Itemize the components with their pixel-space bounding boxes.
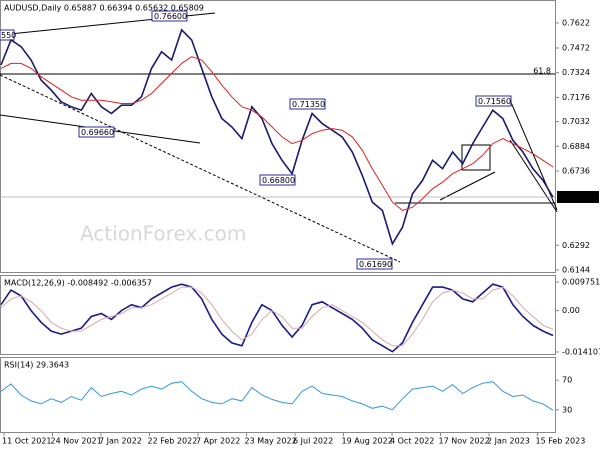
level-label: 0.76600	[154, 12, 187, 21]
y-tick-label: 0.7622	[562, 18, 590, 27]
x-tick-label: 23 May 2022	[245, 437, 297, 446]
channel-line	[509, 139, 558, 213]
y-tick-label: 0.6292	[562, 241, 590, 250]
watermark: ActionForex.com	[80, 222, 246, 246]
series-line	[0, 286, 554, 347]
rsi-panel	[0, 357, 556, 433]
x-tick-label: 17 Nov 2022	[439, 437, 490, 446]
label-box	[356, 258, 393, 270]
y-tick-label: 0.7324	[562, 68, 590, 77]
y-tick-label: 70	[562, 376, 572, 385]
x-tick-label: 7 Apr 2022	[196, 437, 240, 446]
y-tick-label: 0.6884	[562, 142, 590, 151]
x-tick-label: 11 Oct 2021	[2, 437, 51, 446]
fibo-label: 61.8	[533, 67, 551, 76]
series-line	[0, 28, 554, 246]
series-line	[0, 56, 554, 212]
y-tick-label: 0.7176	[562, 93, 590, 102]
price-panel	[0, 0, 556, 273]
y-tick-label: 30	[562, 405, 572, 414]
level-label: 0.61690	[359, 260, 392, 269]
y-tick-label: 0.009751	[562, 278, 600, 287]
channel-line	[439, 171, 496, 201]
y-tick-label: 0.6736	[562, 167, 590, 176]
y-tick-label: 0.6144	[562, 266, 590, 275]
x-tick-label: 2 Jan 2023	[487, 437, 530, 446]
x-tick-label: 4 Oct 2022	[390, 437, 434, 446]
level-label: 550	[1, 31, 16, 40]
x-tick-label: 15 Feb 2023	[536, 437, 586, 446]
y-tick-label: 0.7032	[562, 117, 590, 126]
pattern-box	[461, 144, 491, 171]
level-label: 0.71350	[292, 100, 325, 109]
y-tick-label: 0.00	[562, 306, 580, 315]
y-tick-label: -0.014107	[562, 347, 600, 356]
macd-panel	[0, 275, 556, 355]
x-tick-label: 6 Jul 2022	[293, 437, 333, 446]
y-tick-label: 0.7472	[562, 43, 590, 52]
last-price-box	[557, 190, 599, 203]
series-line	[0, 381, 554, 411]
level-labels: 550 0.76600 0.69660 0.71350 0.66800 0.61…	[0, 10, 512, 270]
label-box	[78, 126, 115, 138]
panel-title: MACD(12,26,9) -0.008492 -0.006357	[4, 279, 152, 288]
panel-title: AUDUSD,Daily 0.65887 0.66394 0.65632 0.6…	[4, 4, 204, 13]
label-box	[0, 29, 15, 41]
label-box	[259, 174, 296, 186]
level-label: 0.69660	[81, 128, 114, 137]
trendline	[0, 74, 401, 263]
label-box	[475, 95, 512, 107]
label-box	[151, 10, 188, 22]
x-tick-label: 22 Feb 2022	[148, 437, 198, 446]
panel-title: RSI(14) 29.3643	[4, 361, 69, 370]
x-tick-label: 19 Aug 2022	[342, 437, 393, 446]
last-price-label: 0.65809	[561, 192, 594, 201]
x-tick-label: 7 Jan 2022	[99, 437, 142, 446]
level-label: 0.66800	[262, 176, 295, 185]
series-line	[0, 283, 554, 353]
x-tick-label: 24 Nov 2021	[51, 437, 102, 446]
level-label: 0.71560	[478, 97, 511, 106]
label-box	[289, 98, 326, 110]
